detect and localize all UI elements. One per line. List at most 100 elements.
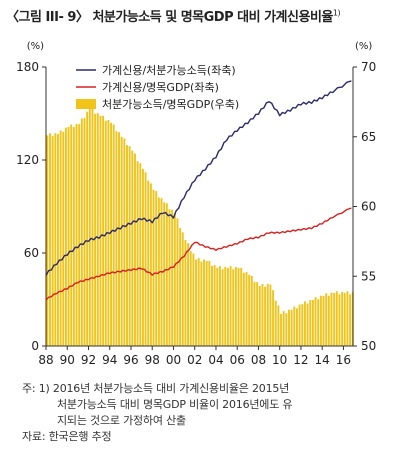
- bar: [46, 135, 49, 346]
- bar: [274, 300, 277, 346]
- bar: [277, 305, 280, 346]
- bar: [261, 283, 264, 346]
- bar: [176, 218, 179, 346]
- bar: [224, 266, 227, 346]
- source-note: 자료: 한국은행 추정: [22, 430, 112, 443]
- bar: [253, 281, 256, 346]
- x-tick-label: 12: [293, 353, 308, 367]
- bar: [59, 130, 62, 346]
- bar: [163, 202, 166, 346]
- bar: [173, 213, 176, 346]
- legend-label: 가계신용/명목GDP(좌축): [102, 81, 219, 94]
- left-tick-label: 120: [16, 153, 39, 167]
- bar: [242, 272, 245, 346]
- bar: [301, 304, 304, 346]
- left-tick-label: 60: [24, 246, 39, 260]
- bar: [218, 266, 221, 346]
- right-tick-label: 60: [361, 200, 376, 214]
- lines-layer: [45, 80, 352, 301]
- bar: [221, 269, 224, 346]
- bar: [134, 153, 136, 346]
- bar: [102, 115, 105, 346]
- x-tick-label: 02: [187, 353, 202, 367]
- bar: [70, 124, 73, 346]
- bar: [258, 286, 261, 346]
- bar: [237, 267, 240, 346]
- footnotes: 주: 1) 2016년 처분가능소득 대비 가계신용비율은 2015년 처분가능…: [22, 381, 293, 445]
- bar: [303, 301, 306, 346]
- bar: [72, 126, 75, 346]
- bar: [208, 260, 211, 346]
- bar: [205, 260, 208, 346]
- series-line-nominal-gdp: [45, 207, 352, 301]
- bar: [141, 168, 144, 346]
- bar: [343, 292, 346, 346]
- chart-title: 〈그림 III- 9〉 처분가능소득 및 명목GDP 대비 가계신용비율1): [6, 8, 341, 25]
- bar: [226, 267, 229, 346]
- bar: [346, 291, 349, 346]
- right-axis-unit: (%): [355, 41, 372, 52]
- bar: [62, 131, 65, 346]
- legend-label: 처분가능소득/명목GDP(우축): [102, 98, 239, 111]
- right-tick-label: 55: [361, 269, 376, 283]
- bar: [179, 228, 182, 346]
- bar: [80, 118, 83, 346]
- bar: [248, 274, 251, 346]
- bar: [298, 304, 301, 346]
- bar: [240, 267, 243, 346]
- right-tick-label: 50: [361, 339, 376, 353]
- x-tick-label: 90: [60, 353, 75, 367]
- bar: [349, 294, 352, 346]
- bar: [285, 313, 288, 346]
- bar: [325, 293, 328, 346]
- bar: [322, 295, 325, 346]
- bar: [341, 291, 344, 346]
- bar: [229, 266, 232, 346]
- bar: [203, 259, 205, 346]
- bar: [338, 294, 341, 346]
- x-tick-label: 94: [102, 353, 117, 367]
- bar: [149, 183, 152, 346]
- x-tick-label: 08: [251, 353, 266, 367]
- x-tick-label: 00: [166, 353, 181, 367]
- bar: [144, 172, 147, 346]
- left-axis-unit: (%): [27, 41, 44, 52]
- bar: [266, 283, 269, 346]
- x-tick-label: 04: [208, 353, 223, 367]
- x-tick-label: 14: [315, 353, 330, 367]
- bar: [330, 292, 333, 346]
- bar: [120, 136, 123, 346]
- bar: [123, 138, 126, 346]
- bar: [136, 161, 139, 346]
- bar: [131, 150, 134, 346]
- legend-layer: 가계신용/처분가능소득(좌축) 가계신용/명목GDP(좌축) 처분가능소득/명목GD…: [76, 64, 239, 111]
- bar: [94, 113, 97, 346]
- bar: [216, 267, 219, 346]
- bar: [317, 299, 320, 346]
- bar: [152, 189, 155, 346]
- bar: [88, 108, 91, 346]
- bar: [280, 313, 282, 346]
- footnote-line-2: 처분가능소득 대비 명목GDP 비율이 2016년에도 유: [57, 398, 293, 411]
- bar: [128, 146, 131, 346]
- x-tick-label: 16: [336, 353, 351, 367]
- footnote-line-3: 지되는 것으로 가정하여 산출: [57, 414, 186, 427]
- bar: [290, 309, 293, 346]
- bar: [195, 259, 197, 346]
- bar: [187, 243, 190, 346]
- x-tick-label: 92: [81, 353, 96, 367]
- bar: [245, 272, 248, 346]
- bar: [272, 290, 275, 346]
- bar: [335, 291, 338, 346]
- bar: [250, 275, 253, 346]
- x-tick-label: 10: [272, 353, 287, 367]
- x-tick-label: 96: [123, 353, 138, 367]
- bar: [296, 308, 298, 346]
- bar: [184, 239, 187, 346]
- bar: [64, 127, 67, 347]
- bar: [189, 251, 192, 346]
- right-tick-label: 65: [361, 130, 376, 144]
- bar: [181, 232, 184, 346]
